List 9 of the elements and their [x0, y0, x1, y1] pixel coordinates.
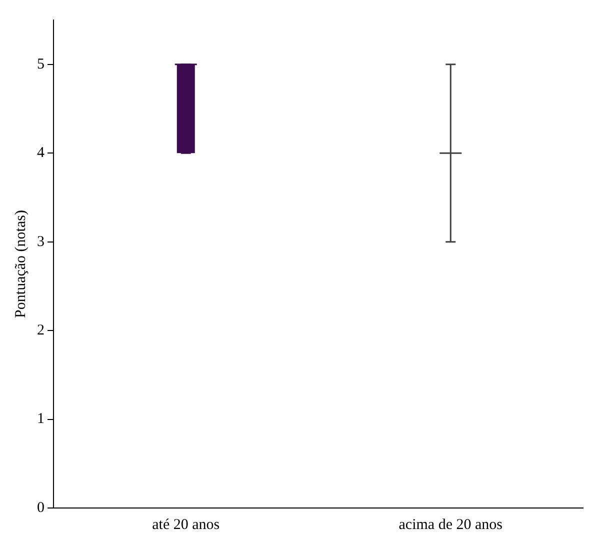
y-tick-label: 5	[37, 56, 44, 72]
y-tick-label: 0	[37, 500, 44, 516]
x-tick-label: até 20 anos	[152, 516, 220, 533]
x-tick-label: acima de 20 anos	[398, 516, 503, 533]
y-tick-label: 4	[37, 145, 45, 162]
y-tick-label: 3	[37, 234, 44, 250]
y-tick-label: 1	[37, 411, 44, 428]
y-tick-label: 2	[37, 322, 44, 338]
y-axis-title: Pontuação (notas)	[12, 210, 29, 318]
